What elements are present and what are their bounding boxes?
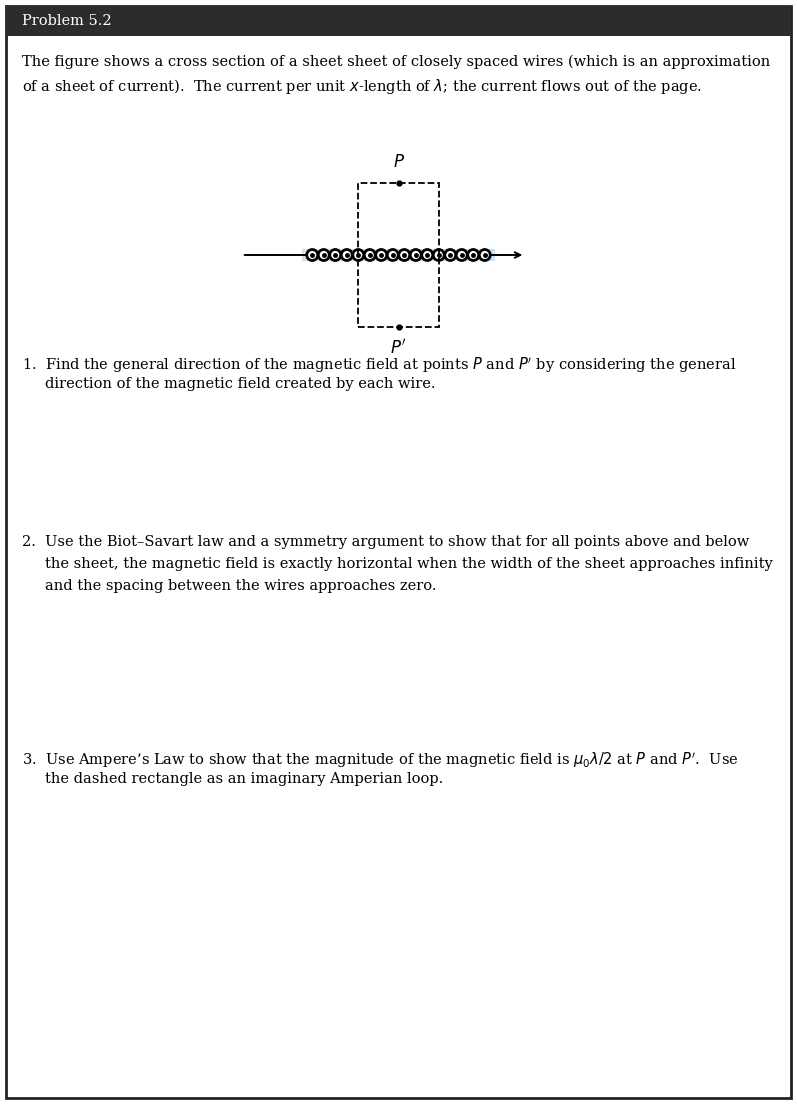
Bar xyxy=(302,248,495,261)
Circle shape xyxy=(353,250,363,261)
Circle shape xyxy=(410,250,422,261)
Circle shape xyxy=(387,250,398,261)
Text: 3.  Use Ampere’s Law to show that the magnitude of the magnetic field is $\mu_0\: 3. Use Ampere’s Law to show that the mag… xyxy=(22,750,739,769)
Bar xyxy=(6,6,791,36)
Bar xyxy=(358,183,439,327)
Text: The figure shows a cross section of a sheet sheet of closely spaced wires (which: The figure shows a cross section of a sh… xyxy=(22,55,770,70)
Text: the dashed rectangle as an imaginary Amperian loop.: the dashed rectangle as an imaginary Amp… xyxy=(45,772,443,786)
Text: the sheet, the magnetic field is exactly horizontal when the width of the sheet : the sheet, the magnetic field is exactly… xyxy=(45,558,773,571)
Circle shape xyxy=(456,250,467,261)
Circle shape xyxy=(468,250,479,261)
Circle shape xyxy=(330,250,341,261)
Circle shape xyxy=(307,250,318,261)
Circle shape xyxy=(434,250,444,261)
Text: $P$: $P$ xyxy=(392,153,405,171)
Circle shape xyxy=(422,250,433,261)
Text: $P'$: $P'$ xyxy=(391,339,406,358)
Circle shape xyxy=(364,250,375,261)
Circle shape xyxy=(375,250,387,261)
Text: of a sheet of current).  The current per unit $x$-length of $\lambda$; the curre: of a sheet of current). The current per … xyxy=(22,77,702,96)
Circle shape xyxy=(445,250,456,261)
Text: 2.  Use the Biot–Savart law and a symmetry argument to show that for all points : 2. Use the Biot–Savart law and a symmetr… xyxy=(22,535,749,549)
Circle shape xyxy=(318,250,329,261)
Text: Problem 5.2: Problem 5.2 xyxy=(22,14,112,28)
Text: 1.  Find the general direction of the magnetic field at points $P$ and $P'$ by c: 1. Find the general direction of the mag… xyxy=(22,355,736,374)
Text: direction of the magnetic field created by each wire.: direction of the magnetic field created … xyxy=(45,376,435,391)
Circle shape xyxy=(341,250,352,261)
Circle shape xyxy=(479,250,490,261)
Text: and the spacing between the wires approaches zero.: and the spacing between the wires approa… xyxy=(45,578,437,593)
Circle shape xyxy=(398,250,410,261)
